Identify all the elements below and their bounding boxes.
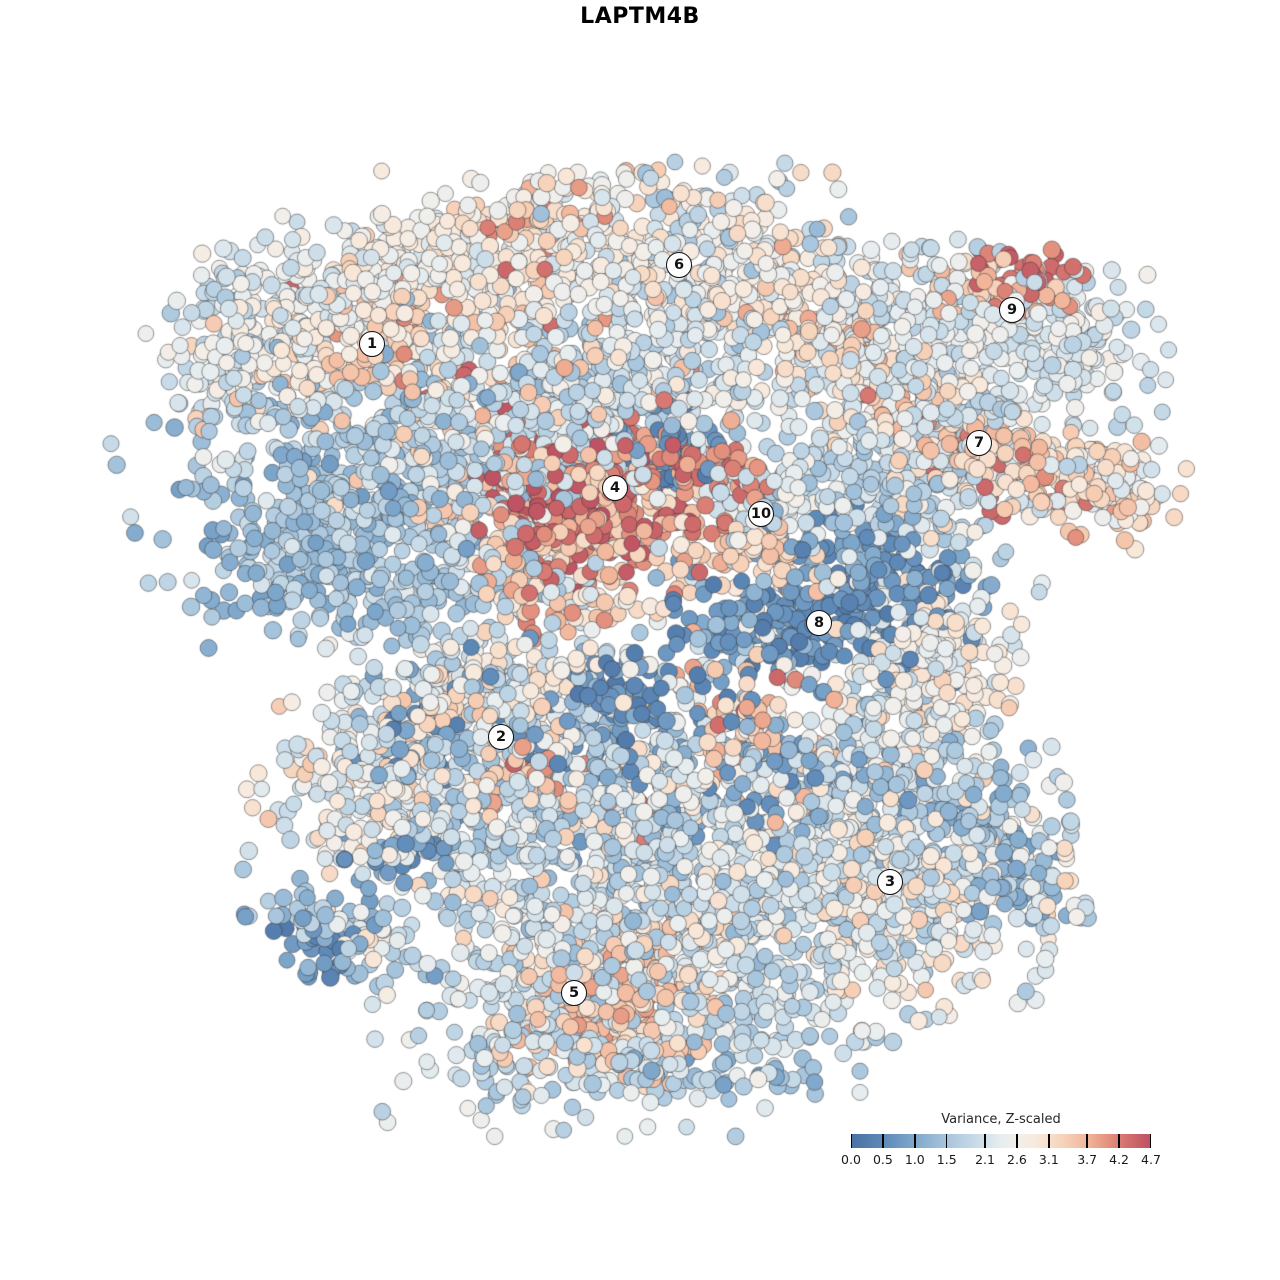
cluster-label-10: 10 [748,501,774,527]
colorbar-tick [914,1134,916,1148]
colorbar-tick [1118,1134,1120,1148]
cluster-label-8: 8 [806,610,832,636]
colorbar-tick-label: 1.5 [936,1152,957,1167]
colorbar-tick-label: 4.7 [1141,1152,1161,1167]
cluster-label-2: 2 [488,724,514,750]
colorbar-tick-label: 1.0 [904,1152,925,1167]
colorbar-gradient [851,1134,1151,1148]
colorbar-tick-label: 3.1 [1038,1152,1059,1167]
colorbar-title: Variance, Z-scaled [941,1112,1061,1127]
colorbar-tick [1048,1134,1050,1148]
colorbar-tick [1016,1134,1018,1148]
colorbar-tick [851,1134,853,1148]
cluster-label-1: 1 [359,331,385,357]
cluster-label-3: 3 [877,869,903,895]
colorbar-tick [882,1134,884,1148]
colorbar-tick [1149,1134,1151,1148]
colorbar-tick [984,1134,986,1148]
colorbar-tick-label: 2.6 [1007,1152,1027,1167]
cluster-label-9: 9 [999,297,1025,323]
colorbar-tick-label: 4.2 [1109,1152,1130,1167]
colorbar-tick-label: 2.1 [975,1152,995,1167]
colorbar-tick-label: 0.0 [841,1152,861,1167]
cluster-label-5: 5 [561,980,587,1006]
cluster-label-6: 6 [666,252,692,278]
colorbar-tick-label: 0.5 [872,1152,893,1167]
cluster-label-4: 4 [602,475,628,501]
colorbar-tick [946,1134,948,1148]
plot-title: LAPTM4B [580,4,700,29]
cluster-label-7: 7 [966,430,992,456]
colorbar-tick [1086,1134,1088,1148]
colorbar-tick-label: 3.7 [1077,1152,1098,1167]
